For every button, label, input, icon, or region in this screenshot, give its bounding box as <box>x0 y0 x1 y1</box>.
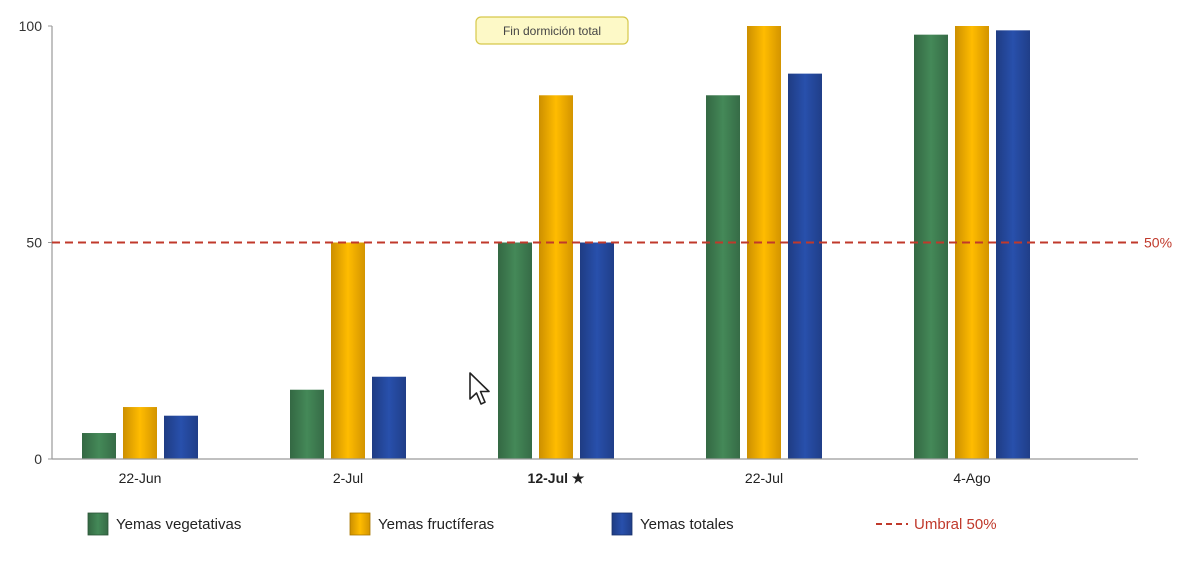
bar <box>372 376 406 459</box>
legend: Yemas vegetativas Yemas fructíferas Yemas … <box>87 512 997 536</box>
bar <box>788 73 822 459</box>
x-category-label: 4-Ago <box>953 470 991 486</box>
legend-swatch <box>349 512 371 536</box>
threshold-label: 50% <box>1144 235 1172 251</box>
bar <box>539 95 573 459</box>
bar <box>164 415 198 459</box>
bar <box>996 30 1030 460</box>
y-tick-label: 0 <box>34 451 42 467</box>
bar <box>580 242 614 459</box>
x-category-label: 12-Jul ★ <box>528 470 585 486</box>
bars-layer <box>82 26 1030 460</box>
bar <box>706 95 740 459</box>
x-category-label: 22-Jul <box>745 470 783 486</box>
legend-swatch <box>87 512 109 536</box>
y-tick-label: 50 <box>26 235 42 251</box>
mouse-pointer-icon <box>469 372 490 405</box>
legend-label: Yemas totales <box>640 516 734 533</box>
legend-label: Yemas vegetativas <box>116 516 241 533</box>
x-category-label: 22-Jun <box>119 470 162 486</box>
annotation-box: Fin dormición total <box>475 16 629 45</box>
bar <box>914 34 948 459</box>
bar <box>747 26 781 459</box>
y-tick-label: 100 <box>19 18 43 34</box>
bar <box>498 242 532 459</box>
axis-layer: 0 50 100 22-Jun 2-Jul 12-Jul ★ 22-Jul 4-Ago 50% <box>19 18 1172 486</box>
legend-swatch <box>611 512 633 536</box>
annotation-label: Fin dormición total <box>503 24 601 38</box>
bar <box>123 407 157 459</box>
legend-threshold-label: Umbral 50% <box>914 516 997 533</box>
legend-label: Yemas fructíferas <box>378 516 494 533</box>
bar <box>82 433 116 459</box>
x-category-label: 2-Jul <box>333 470 363 486</box>
bar <box>290 389 324 459</box>
bar <box>331 242 365 459</box>
bar <box>955 26 989 459</box>
